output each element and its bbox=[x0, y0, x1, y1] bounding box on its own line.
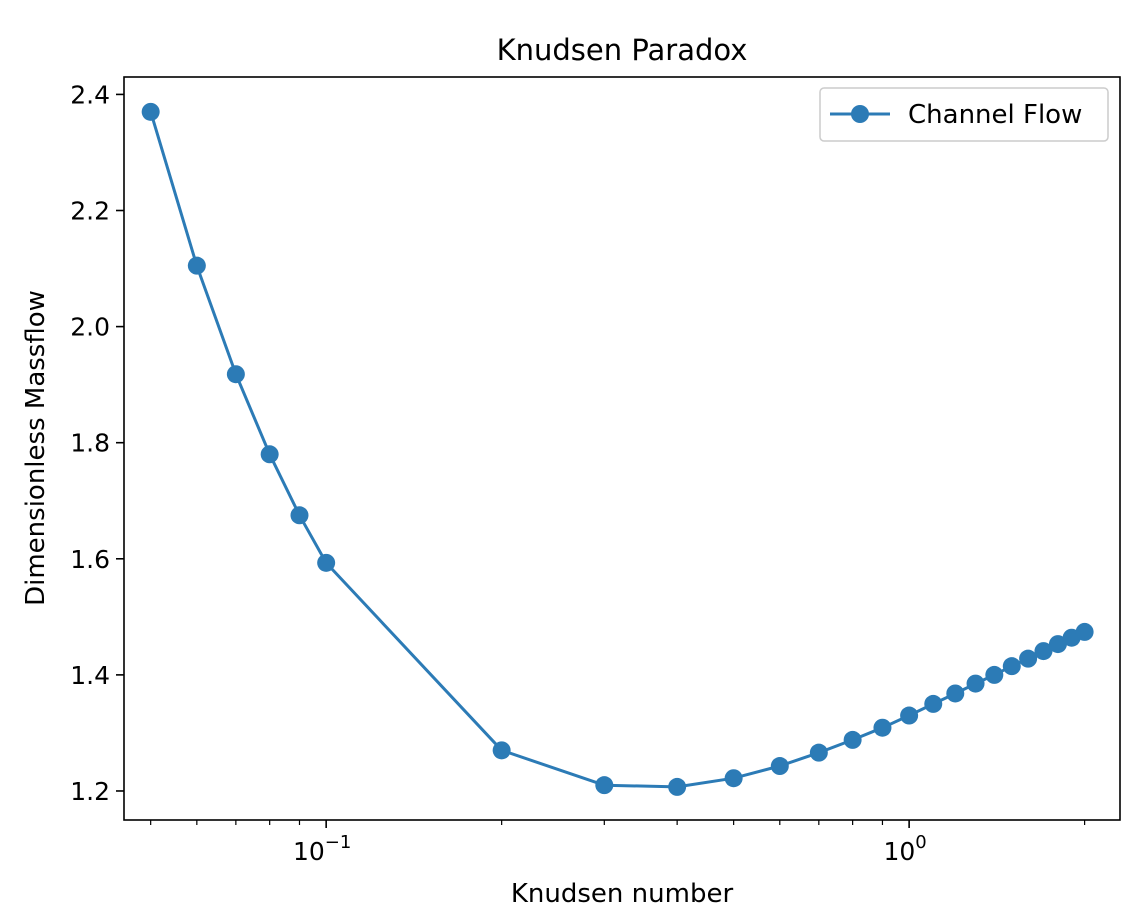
data-point bbox=[966, 674, 985, 693]
data-point bbox=[924, 694, 943, 713]
data-point bbox=[1075, 622, 1094, 641]
data-point bbox=[809, 743, 828, 762]
data-point bbox=[260, 445, 279, 464]
x-tick-base: 10 bbox=[293, 837, 325, 866]
y-tick-label: 2.0 bbox=[70, 313, 110, 342]
data-point bbox=[187, 256, 206, 275]
y-tick-label: 1.8 bbox=[70, 429, 110, 458]
legend-box bbox=[819, 87, 1109, 142]
data-point bbox=[317, 553, 336, 572]
data-point bbox=[724, 769, 743, 788]
x-axis-label: Knudsen number bbox=[511, 879, 734, 909]
data-point bbox=[668, 777, 687, 796]
data-point bbox=[290, 506, 309, 525]
x-tick-exponent: 0 bbox=[915, 832, 926, 853]
y-tick-label: 1.2 bbox=[70, 777, 110, 806]
legend-marker bbox=[851, 105, 869, 123]
plot-frame bbox=[123, 76, 1121, 821]
data-point bbox=[843, 730, 862, 749]
legend-label-channel-flow: Channel Flow bbox=[908, 100, 1082, 130]
series-layer bbox=[141, 102, 1094, 796]
x-tick-label: 100 bbox=[883, 832, 926, 866]
legend: Channel Flow bbox=[819, 87, 1109, 142]
data-point bbox=[873, 718, 892, 737]
y-tick-label: 1.6 bbox=[70, 545, 110, 574]
data-point bbox=[1048, 635, 1067, 654]
data-point bbox=[1034, 642, 1053, 661]
data-point bbox=[985, 665, 1004, 684]
x-tick-label: 10−1 bbox=[293, 832, 351, 866]
data-point bbox=[226, 365, 245, 384]
data-point bbox=[492, 741, 511, 760]
y-axis-ticks: 1.2 1.4 1.6 1.8 2.0 2.2 2.4 bbox=[70, 80, 124, 806]
y-tick-label: 2.2 bbox=[70, 197, 110, 226]
chart-title: Knudsen Paradox bbox=[497, 33, 748, 67]
y-tick-label: 1.4 bbox=[70, 661, 110, 690]
x-axis-ticks: 10−1 100 bbox=[150, 820, 1086, 866]
x-tick-exponent: −1 bbox=[325, 832, 352, 853]
data-point bbox=[946, 684, 965, 703]
x-tick-base: 10 bbox=[883, 837, 915, 866]
data-point bbox=[1019, 649, 1038, 668]
y-axis-label: Dimensionless Massflow bbox=[21, 290, 51, 606]
data-point bbox=[141, 102, 160, 121]
data-point bbox=[900, 706, 919, 725]
data-point bbox=[770, 757, 789, 776]
y-tick-label: 2.4 bbox=[70, 80, 110, 109]
data-point bbox=[595, 776, 614, 795]
data-point bbox=[1002, 657, 1021, 676]
